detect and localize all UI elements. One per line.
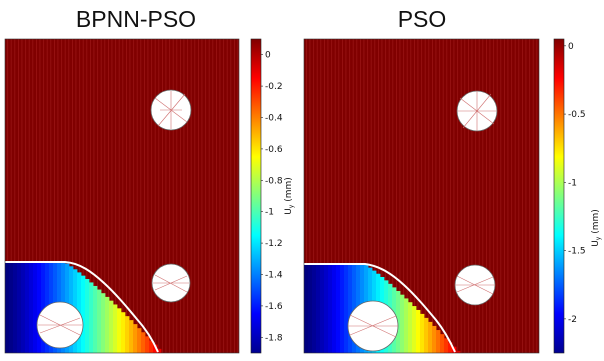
displacement-strip [436, 330, 441, 353]
displacement-strip [400, 294, 405, 353]
displacement-strip [408, 302, 413, 353]
displacement-strip [21, 262, 26, 353]
displacement-strip [416, 309, 421, 353]
displacement-strip [125, 316, 130, 353]
displacement-strip [424, 317, 429, 353]
displacement-strip [89, 282, 94, 353]
field-plot-right [304, 39, 539, 353]
panel-title-bpnn-pso: BPNN-PSO [75, 6, 197, 32]
displacement-strip [133, 324, 138, 353]
colorbar-tick-label: -1 [568, 178, 577, 188]
displacement-strip [153, 344, 158, 353]
displacement-strip [105, 296, 110, 353]
displacement-strip [324, 264, 329, 353]
colorbar-left [250, 38, 262, 354]
plot-frame-right [303, 38, 540, 354]
colorbar-ticks-right: 0 -0.5 -1 -1.5 -2 [564, 42, 586, 325]
colorbar-tick-label: 0 [265, 51, 271, 61]
displacement-strip [37, 262, 42, 353]
colorbar-tick-label: -0.5 [568, 110, 586, 120]
plot-frame-left [4, 38, 240, 354]
displacement-strip [93, 285, 98, 353]
displacement-strip [81, 275, 86, 353]
displacement-strip [33, 262, 38, 353]
displacement-strip [113, 304, 118, 353]
displacement-strip [29, 262, 34, 353]
displacement-strip [25, 262, 30, 353]
colorbar-tick-label: -1.4 [265, 271, 283, 281]
displacement-strip [13, 262, 18, 353]
displacement-strip [121, 312, 126, 353]
colorbar-tick-label: -1 [265, 208, 274, 218]
displacement-strip [137, 328, 142, 353]
colorbar-tick-label: -1.5 [568, 247, 586, 257]
displacement-strip [312, 264, 317, 353]
colorbar-tick-label: -1.6 [265, 302, 283, 312]
displacement-strip [304, 264, 309, 353]
boundary-curve-right [304, 263, 456, 353]
displacement-strip [85, 278, 90, 353]
displacement-strip [145, 336, 150, 353]
colorbar-tick-label: -1.8 [265, 333, 283, 343]
field-plot-left [5, 39, 239, 353]
panel-title-pso: PSO [397, 6, 447, 32]
displacement-strip [352, 264, 357, 353]
displacement-strip [17, 262, 22, 353]
displacement-strip [316, 264, 321, 353]
colorbar-ticks-left: 0 -0.2 -0.4 -0.6 -0.8 -1 -1.2 -1.4 -1.6 -1.8 [261, 51, 283, 343]
displacement-strip [336, 264, 341, 353]
displacement-strip [404, 298, 409, 353]
displacement-strip [448, 342, 453, 353]
colorbar-label-right: Uy (mm) [591, 209, 602, 247]
colorbar-right [553, 38, 565, 354]
displacement-strip [456, 350, 461, 353]
displacement-strip [328, 264, 333, 353]
colorbar-tick-label: -1.2 [265, 239, 283, 249]
displacement-strip [5, 262, 10, 353]
displacement-strip [332, 264, 337, 353]
hole-mesh-right [348, 91, 497, 338]
displacement-strip [157, 348, 162, 353]
colorbar-tick-label: -0.6 [265, 145, 283, 155]
displacement-strip [320, 264, 325, 353]
displacement-strip [129, 320, 134, 353]
displacement-strip [101, 293, 106, 353]
displacement-strip [149, 340, 154, 353]
displacement-strip [432, 325, 437, 353]
displacement-strip [117, 308, 122, 353]
colorbar-tick-label: -0.2 [265, 82, 283, 92]
hole-mesh-left [38, 91, 189, 336]
displacement-strip [440, 334, 445, 353]
boundary-curve-left [5, 261, 159, 353]
displacement-strip [420, 313, 425, 353]
colorbar-tick-label: -2 [568, 315, 577, 325]
displacement-strip [340, 264, 345, 353]
displacement-strip [412, 306, 417, 353]
displacement-strip [428, 321, 433, 353]
colorbar-tick-label: -0.8 [265, 176, 283, 186]
colorbar-tick-label: 0 [568, 42, 574, 52]
displacement-strip [308, 264, 313, 353]
displacement-strip [444, 338, 449, 353]
displacement-strip [9, 262, 14, 353]
colorbar-label-left: Uy (mm) [284, 177, 295, 215]
displacement-strip [109, 300, 114, 353]
colorbar-tick-label: -0.4 [265, 114, 283, 124]
displacement-strip [97, 289, 102, 353]
displacement-strip [141, 332, 146, 353]
displacement-strip [41, 262, 46, 353]
displacement-strip [348, 264, 353, 353]
displacement-strip [396, 290, 401, 353]
displacement-strip [344, 264, 349, 353]
